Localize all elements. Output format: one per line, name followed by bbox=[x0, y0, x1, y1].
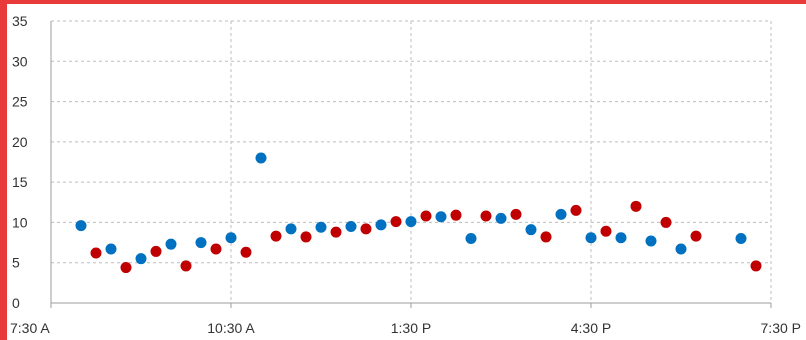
data-point-series-2 bbox=[360, 223, 372, 235]
data-point-series-2 bbox=[240, 246, 252, 258]
y-tick-label: 25 bbox=[12, 94, 28, 110]
data-point-series-1 bbox=[195, 237, 207, 249]
axis-layer bbox=[50, 21, 772, 308]
data-point-series-1 bbox=[615, 232, 627, 244]
x-tick-label: 4:30 P bbox=[571, 320, 611, 336]
data-point-series-1 bbox=[315, 221, 327, 233]
data-point-series-2 bbox=[570, 204, 582, 216]
y-tick-label: 30 bbox=[12, 53, 28, 69]
data-point-series-2 bbox=[420, 210, 432, 222]
data-point-series-2 bbox=[510, 208, 522, 220]
x-tick-label: 7:30 P bbox=[761, 320, 801, 336]
x-tick-labels: 7:30 A 10:30 A 1:30 P 4:30 P 7:30 P bbox=[10, 320, 801, 336]
data-point-series-1 bbox=[525, 224, 537, 236]
data-point-series-1 bbox=[105, 243, 117, 255]
grid-layer bbox=[50, 20, 772, 303]
x-tick-label: 7:30 A bbox=[10, 320, 50, 336]
data-point-series-1 bbox=[735, 233, 747, 245]
data-point-series-2 bbox=[270, 230, 282, 242]
data-point-series-1 bbox=[255, 152, 267, 164]
y-tick-label: 0 bbox=[12, 295, 20, 311]
data-point-series-2 bbox=[480, 210, 492, 222]
data-point-series-2 bbox=[180, 260, 192, 272]
data-point-series-2 bbox=[300, 231, 312, 243]
data-point-series-1 bbox=[405, 216, 417, 228]
y-tick-labels: 0 5 10 15 20 25 30 35 bbox=[12, 13, 28, 311]
data-points bbox=[75, 152, 762, 274]
data-point-series-1 bbox=[675, 243, 687, 255]
y-tick-label: 5 bbox=[12, 255, 20, 271]
data-point-series-2 bbox=[600, 225, 612, 237]
data-point-series-2 bbox=[330, 226, 342, 238]
data-point-series-1 bbox=[555, 208, 567, 220]
data-point-series-1 bbox=[285, 223, 297, 235]
data-point-series-1 bbox=[135, 253, 147, 265]
data-point-series-2 bbox=[750, 260, 762, 272]
data-point-series-2 bbox=[450, 209, 462, 221]
y-tick-label: 20 bbox=[12, 134, 28, 150]
data-point-series-1 bbox=[75, 220, 87, 232]
data-point-series-1 bbox=[495, 212, 507, 224]
data-point-series-2 bbox=[630, 200, 642, 212]
x-tick-label: 1:30 P bbox=[391, 320, 431, 336]
data-point-series-2 bbox=[690, 230, 702, 242]
data-point-series-1 bbox=[345, 220, 357, 232]
data-point-series-2 bbox=[90, 247, 102, 259]
data-point-series-2 bbox=[390, 216, 402, 228]
data-point-series-2 bbox=[540, 231, 552, 243]
data-point-series-2 bbox=[150, 245, 162, 257]
data-point-series-1 bbox=[585, 232, 597, 244]
data-point-series-1 bbox=[225, 232, 237, 244]
data-point-series-1 bbox=[465, 233, 477, 245]
y-tick-label: 10 bbox=[12, 214, 28, 230]
y-tick-label: 15 bbox=[12, 174, 28, 190]
data-point-series-2 bbox=[660, 216, 672, 228]
x-tick-label: 10:30 A bbox=[207, 320, 255, 336]
data-point-series-2 bbox=[210, 243, 222, 255]
data-point-series-2 bbox=[120, 262, 132, 274]
data-point-series-1 bbox=[435, 211, 447, 223]
data-point-series-1 bbox=[645, 235, 657, 247]
data-point-series-1 bbox=[165, 238, 177, 250]
y-tick-label: 35 bbox=[12, 13, 28, 29]
data-point-series-1 bbox=[375, 219, 387, 231]
